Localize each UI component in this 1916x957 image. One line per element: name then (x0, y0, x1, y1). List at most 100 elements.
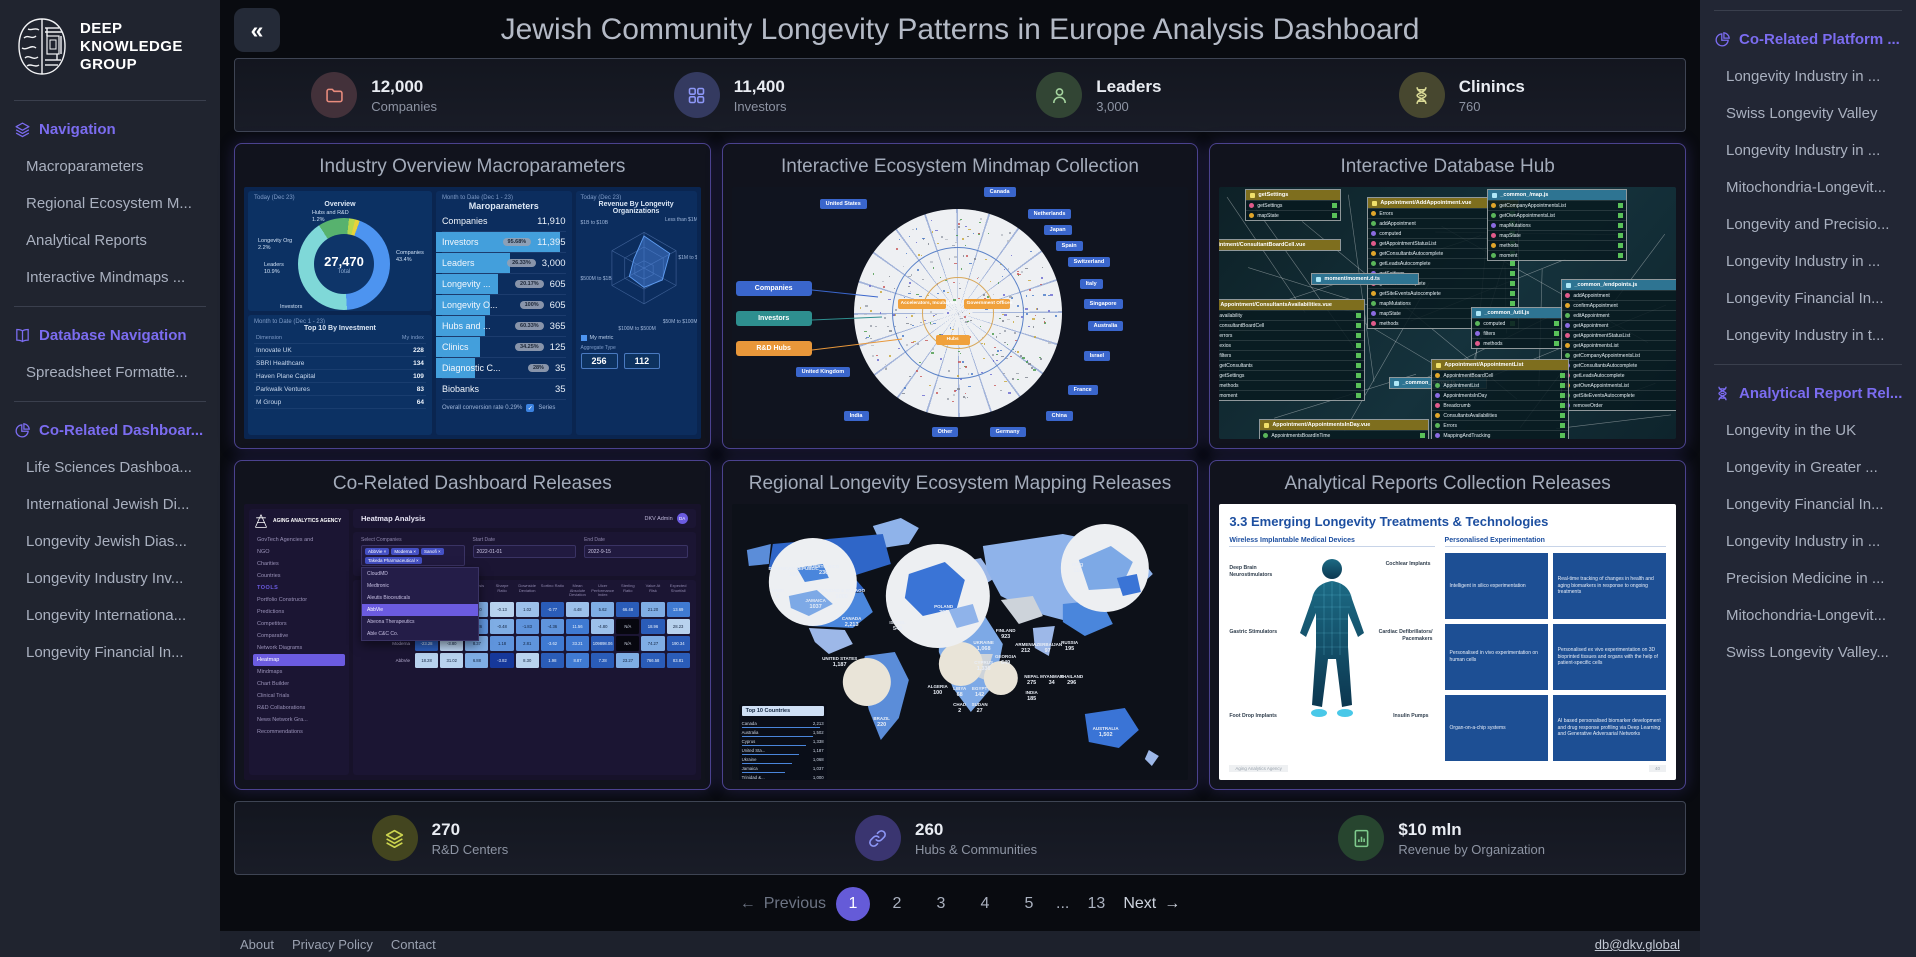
macro-name: Longevity O... (441, 300, 498, 310)
country-chip[interactable]: India (843, 411, 869, 421)
card-analytical-reports[interactable]: Analytical Reports Collection Releases 3… (1209, 460, 1686, 790)
sidebar-item[interactable]: International Jewish Di... (26, 496, 190, 513)
country-chip[interactable]: Australia (1087, 321, 1124, 331)
category-chip[interactable]: R&D Hubs (735, 341, 812, 356)
folder-stat-icon (311, 72, 358, 118)
country-chip[interactable]: United States (819, 199, 867, 209)
sidebar-item[interactable]: Longevity Industry in t... (1726, 327, 1885, 344)
sidebar-section-left-2[interactable]: Co-Related Dashboar... (0, 412, 220, 449)
page-button-13[interactable]: 13 (1087, 895, 1106, 912)
sidebar-item[interactable]: Longevity Internationa... (26, 607, 187, 624)
country-chip[interactable]: Singapore (1083, 299, 1123, 309)
sidebar-section-right-1[interactable]: Analytical Report Rel... (1700, 375, 1916, 412)
arrow-left-icon: ← (739, 895, 756, 912)
sidebar-item[interactable]: Regional Ecosystem M... (26, 195, 192, 212)
node-type-icon (1264, 422, 1270, 428)
card-ecosystem-mindmap[interactable]: Interactive Ecosystem Mindmap Collection… (721, 143, 1199, 449)
sidebar-item[interactable]: Longevity Financial In... (1726, 496, 1884, 513)
sidebar-item[interactable]: Interactive Mindmaps ... (26, 269, 186, 286)
sidebar-section-left-1[interactable]: Database Navigation (0, 317, 220, 354)
category-chip[interactable]: Companies (735, 281, 812, 296)
sidebar-item[interactable]: Swiss Longevity Valley (1726, 105, 1878, 122)
country-chip[interactable]: United Kingdom (795, 367, 851, 377)
sidebar-item[interactable]: Longevity Industry in ... (1726, 142, 1881, 159)
country-chip[interactable]: Spain (1055, 241, 1083, 251)
member-name: consultantBoardCell (1219, 322, 1265, 329)
sidebar-section-right-0[interactable]: Co-Related Platform ... (1700, 21, 1916, 58)
user-name: DKV Admin (644, 515, 673, 522)
page-button-2[interactable]: 2 (892, 895, 902, 912)
sidebar-item[interactable]: Longevity in Greater ... (1726, 459, 1878, 476)
country-chip[interactable]: Netherlands (1027, 209, 1072, 219)
page-button-5[interactable]: 5 (1024, 895, 1034, 912)
sidebar-item[interactable]: Longevity Industry in ... (1726, 68, 1881, 85)
country-chip[interactable]: Switzerland (1067, 257, 1111, 267)
radar-chart: $1B to $10B Less than $1M $1M to $10M $50M … (581, 215, 697, 333)
sidebar-item[interactable]: Longevity Financial In... (1726, 290, 1884, 307)
sidebar-item[interactable]: Precision Medicine in ... (1726, 570, 1885, 587)
sidebar-item[interactable]: Longevity and Precisio... (1726, 216, 1890, 233)
country-chip[interactable]: Canada (983, 187, 1016, 197)
card-database-hub[interactable]: Interactive Database Hub getSettings getS… (1209, 143, 1686, 449)
card-industry-overview[interactable]: Industry Overview Macroparameters Today … (234, 143, 711, 449)
sidebar-section-left-0[interactable]: Navigation (0, 111, 220, 148)
next-page-button[interactable]: Next → (1123, 895, 1180, 913)
collapse-sidebar-button[interactable]: « (234, 8, 280, 52)
devices-section: Wireless Implantable Medical Devices Deep… (1229, 537, 1435, 761)
sidebar-item[interactable]: Longevity Industry in ... (1726, 253, 1881, 270)
sidebar-item[interactable]: Longevity Industry Inv... (26, 570, 184, 587)
sidebar-item[interactable]: Swiss Longevity Valley... (1726, 644, 1889, 661)
member-name: getSiteEventsAutocomplete (1573, 392, 1635, 399)
footer-link[interactable]: Contact (390, 937, 436, 952)
sidebar-item[interactable]: Mitochondria-Longevit... (1726, 179, 1887, 196)
sidebar-item[interactable]: Longevity Industry in ... (1726, 533, 1881, 550)
previous-page-button[interactable]: ← Previous (740, 895, 826, 913)
brand[interactable]: DEEP KNOWLEDGE GROUP (0, 0, 220, 90)
series-checkbox[interactable]: ✓ (526, 404, 535, 412)
sidebar-item[interactable]: Mitochondria-Longevit... (1726, 607, 1887, 624)
card-regional-mapping[interactable]: Regional Longevity Ecosystem Mapping Rel… (721, 460, 1199, 790)
top10-header: Dimension My index (254, 332, 426, 344)
node-type-icon (1436, 362, 1442, 368)
card-co-related-dashboards[interactable]: Co-Related Dashboard Releases AGING ANAL… (234, 460, 711, 790)
member-name: methods (1499, 242, 1519, 249)
contact-email-link[interactable]: db@dkv.global (1594, 937, 1680, 952)
heatmap-column-label: Sterling Ratio (621, 584, 635, 593)
heatmap-cell: N/A (616, 636, 640, 651)
member-name: methods (1483, 340, 1503, 347)
page-button-1[interactable]: 1 (836, 887, 870, 921)
sidebar-item[interactable]: Life Sciences Dashboa... (26, 459, 192, 476)
sidebar-item[interactable]: Macroparameters (26, 158, 144, 175)
series-label: Series (538, 405, 556, 411)
companies-chip-box: AbbVie × Moderna × Sanofi × Takeda Pharmace… (361, 545, 465, 566)
stat-value: $10 mln (1398, 819, 1462, 839)
country-chip[interactable]: Israel (1083, 351, 1111, 361)
mini-app-user: DKV Admin DA (645, 513, 688, 524)
sidebar-item[interactable]: Longevity Financial In... (26, 644, 184, 661)
category-chip[interactable]: Investors (735, 311, 812, 326)
country-chip[interactable]: Italy (1079, 279, 1103, 289)
sidebar-item[interactable]: Spreadsheet Formatte... (26, 364, 188, 381)
page-button-4[interactable]: 4 (980, 895, 990, 912)
sidebar-section-label: Navigation (39, 121, 116, 138)
member-icon (1565, 313, 1571, 318)
map-country-label: AZERBAIJAN 97 (1033, 642, 1062, 655)
country-name: POLAND (934, 604, 954, 609)
member-name: confirmAppointment (1573, 302, 1618, 309)
sidebar-item[interactable]: Analytical Reports (26, 232, 147, 249)
legend-row-text: Canada 2,213 (742, 719, 824, 726)
country-chip[interactable]: Other (931, 427, 959, 437)
country-chip[interactable]: France (1067, 385, 1098, 395)
mini-tool-item: Portfolio Constructor (257, 597, 308, 603)
country-chip[interactable]: China (1045, 411, 1073, 421)
country-value: 195 (1065, 645, 1075, 652)
footer-link[interactable]: About (240, 937, 274, 952)
country-chip[interactable]: Japan (1043, 225, 1072, 235)
page-button-3[interactable]: 3 (936, 895, 946, 912)
heatmap-column-label: Downside Deviation (518, 584, 536, 593)
sidebar-item[interactable]: Longevity Jewish Dias... (26, 533, 187, 550)
country-chip[interactable]: Germany (989, 427, 1026, 437)
dimension-value: 134 (413, 359, 424, 367)
sidebar-item[interactable]: Longevity in the UK (1726, 422, 1857, 439)
footer-link[interactable]: Privacy Policy (291, 937, 373, 952)
